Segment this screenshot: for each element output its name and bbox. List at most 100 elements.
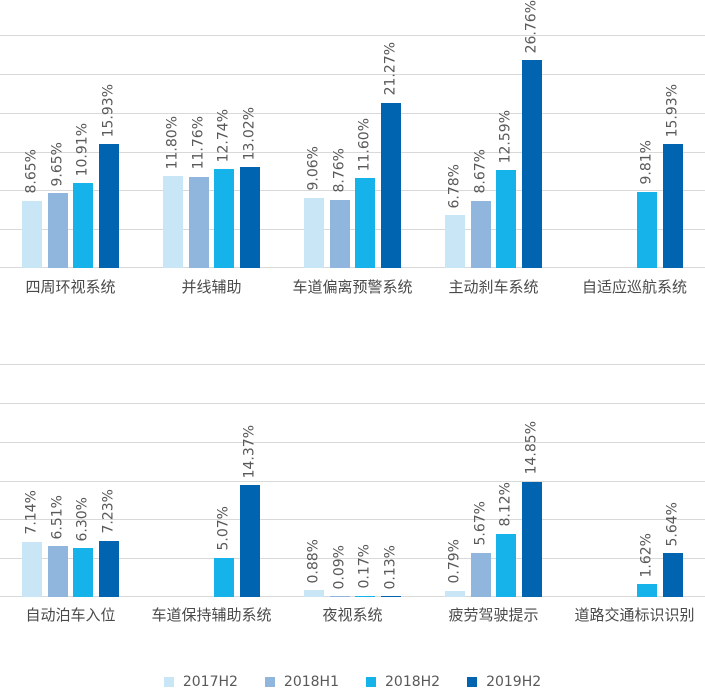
legend-item-2018H1: 2018H1 xyxy=(264,674,339,690)
category-label-3: 车道偏离预警系统 xyxy=(292,278,413,296)
bar-slot-2017H2: 8.65% xyxy=(22,35,43,268)
bottom-plot-area: 7.14% 6.51% 6.30% 7.23% 5.07% 14.37% 0.88% 0.09… xyxy=(0,364,705,597)
bar-slot-2019H2: 13.02% xyxy=(239,35,260,268)
bar-slot-2018H1: 9.65% xyxy=(47,35,68,268)
bar-slot-2018H1: 5.67% xyxy=(470,364,491,597)
bar-2019H2 xyxy=(239,166,260,268)
bar-group-2: 5.07% 14.37% xyxy=(141,364,282,597)
category-label-1: 自动泊车入位 xyxy=(25,606,116,624)
legend-item-2017H2: 2017H2 xyxy=(163,674,238,690)
bar-slot-2017H2: 7.14% xyxy=(22,364,43,597)
value-label-2019H2: 14.85% xyxy=(523,421,540,475)
value-label-2018H1: 5.67% xyxy=(472,501,489,546)
bottom-bar-groups: 7.14% 6.51% 6.30% 7.23% 5.07% 14.37% 0.88% 0.09… xyxy=(0,364,705,597)
bar-slot-2018H2: 12.59% xyxy=(496,35,517,268)
value-label-2019H2: 14.37% xyxy=(241,425,258,479)
gridline-15pct xyxy=(0,151,705,153)
gridline-10pct xyxy=(0,519,705,521)
bar-slot-2018H1: 0.09% xyxy=(329,364,350,597)
legend-item-2019H2: 2019H2 xyxy=(467,674,541,690)
value-label-2017H2: 7.14% xyxy=(23,490,40,535)
bar-slot-2018H2: 8.12% xyxy=(496,364,517,597)
bar-2019H2 xyxy=(662,144,683,268)
bar-2019H2 xyxy=(239,485,260,597)
bar-2017H2 xyxy=(304,197,325,268)
legend-swatch-2017H2 xyxy=(163,677,174,687)
bar-slot-2018H2: 5.07% xyxy=(214,364,235,597)
value-label-2019H2: 0.13% xyxy=(382,544,399,589)
gridline-30pct xyxy=(0,364,705,365)
gridline-5pct xyxy=(0,558,705,560)
bar-slot-2017H2 xyxy=(586,364,606,597)
gridline-20pct xyxy=(0,112,705,114)
top-category-axis: 四周环视系统 并线辅助 车道偏离预警系统 主动刹车系统 自适应巡航系统 xyxy=(0,278,705,297)
bar-group-3: 9.06% 8.76% 11.60% 21.27% xyxy=(282,35,423,268)
legend-swatch-2018H2 xyxy=(366,677,376,687)
bar-2018H1 xyxy=(47,193,68,268)
bar-2018H2 xyxy=(355,177,376,268)
bar-slot-2018H1: 8.67% xyxy=(470,35,491,268)
category-label-3: 夜视系统 xyxy=(322,606,383,624)
gridline-0pct xyxy=(0,596,705,597)
category-label-4: 主动刹车系统 xyxy=(448,278,539,296)
bar-slot-2018H2: 9.81% xyxy=(637,35,658,268)
bar-group-5: 1.62% 5.64% xyxy=(564,364,705,597)
bar-slot-2018H2: 1.62% xyxy=(637,364,658,597)
bar-2018H1 xyxy=(329,199,350,268)
gridline-5pct xyxy=(0,229,705,231)
bar-2017H2 xyxy=(22,200,43,268)
value-label-2018H2: 6.30% xyxy=(74,496,91,542)
legend-label: 2017H2 xyxy=(182,674,238,690)
bar-group-1: 8.65% 9.65% 10.91% 15.93% xyxy=(0,35,141,268)
bar-2018H2 xyxy=(496,533,517,597)
bar-slot-2017H2: 6.78% xyxy=(445,35,466,268)
bar-2019H2 xyxy=(98,540,119,597)
bar-slot-2019H2: 5.64% xyxy=(662,364,683,597)
bar-slot-2017H2: 0.88% xyxy=(304,364,325,597)
bar-2018H1 xyxy=(470,552,491,597)
bar-2018H2 xyxy=(214,169,235,268)
bar-slot-2018H2: 10.91% xyxy=(73,35,94,268)
value-label-2018H2: 1.62% xyxy=(638,532,655,578)
top-plot-area: 8.65% 9.65% 10.91% 15.93% 11.80% 11.76% 12.74%… xyxy=(0,0,705,268)
bar-2017H2 xyxy=(163,176,184,268)
bar-slot-2019H2: 26.76% xyxy=(521,0,542,268)
legend-item-2018H2: 2018H2 xyxy=(366,674,440,690)
legend-swatch-2018H1 xyxy=(264,677,275,687)
bar-slot-2017H2: 11.80% xyxy=(163,35,184,268)
bar-2019H2 xyxy=(662,553,683,597)
bar-slot-2019H2: 0.13% xyxy=(380,364,401,597)
bar-slot-2019H2: 7.23% xyxy=(98,364,119,597)
bar-slot-2019H2: 15.93% xyxy=(98,35,119,268)
gridline-20pct xyxy=(0,441,705,443)
category-label-2: 车道保持辅助系统 xyxy=(151,606,272,624)
bar-2019H2 xyxy=(380,596,401,597)
bar-2018H1 xyxy=(188,176,209,268)
bar-slot-2018H1 xyxy=(612,364,632,597)
bottom-category-axis: 自动泊车入位 车道保持辅助系统 夜视系统 疲劳驾驶提示 道路交通标识识别 xyxy=(0,606,705,625)
bar-slot-2018H1: 11.76% xyxy=(188,35,209,268)
value-label-2017H2: 0.88% xyxy=(305,538,322,584)
bar-2017H2 xyxy=(445,590,466,597)
legend-label: 2018H2 xyxy=(385,674,441,690)
value-label-2018H2: 8.12% xyxy=(497,482,514,527)
gridline-10pct xyxy=(0,190,705,192)
bar-slot-2019H2: 21.27% xyxy=(380,35,401,268)
value-label-2019H2: 5.64% xyxy=(664,501,681,547)
bar-2017H2 xyxy=(445,215,466,268)
bar-2018H2 xyxy=(214,557,235,597)
bar-slot-2018H1: 6.51% xyxy=(47,364,68,597)
gridline-25pct xyxy=(0,73,705,75)
bar-2017H2 xyxy=(22,541,43,597)
bar-group-3: 0.88% 0.09% 0.17% 0.13% xyxy=(282,364,423,597)
category-label-2: 并线辅助 xyxy=(181,278,242,296)
bar-2018H2 xyxy=(496,170,517,268)
gridline-25pct xyxy=(0,402,705,404)
bar-slot-2019H2: 15.93% xyxy=(662,35,683,268)
bar-group-4: 6.78% 8.67% 12.59% 26.76% xyxy=(423,0,564,268)
bar-group-2: 11.80% 11.76% 12.74% 13.02% xyxy=(141,35,282,268)
chart-legend: 2017H2 2018H1 2018H2 2019H2 xyxy=(0,672,705,691)
legend-label: 2018H1 xyxy=(283,674,339,690)
